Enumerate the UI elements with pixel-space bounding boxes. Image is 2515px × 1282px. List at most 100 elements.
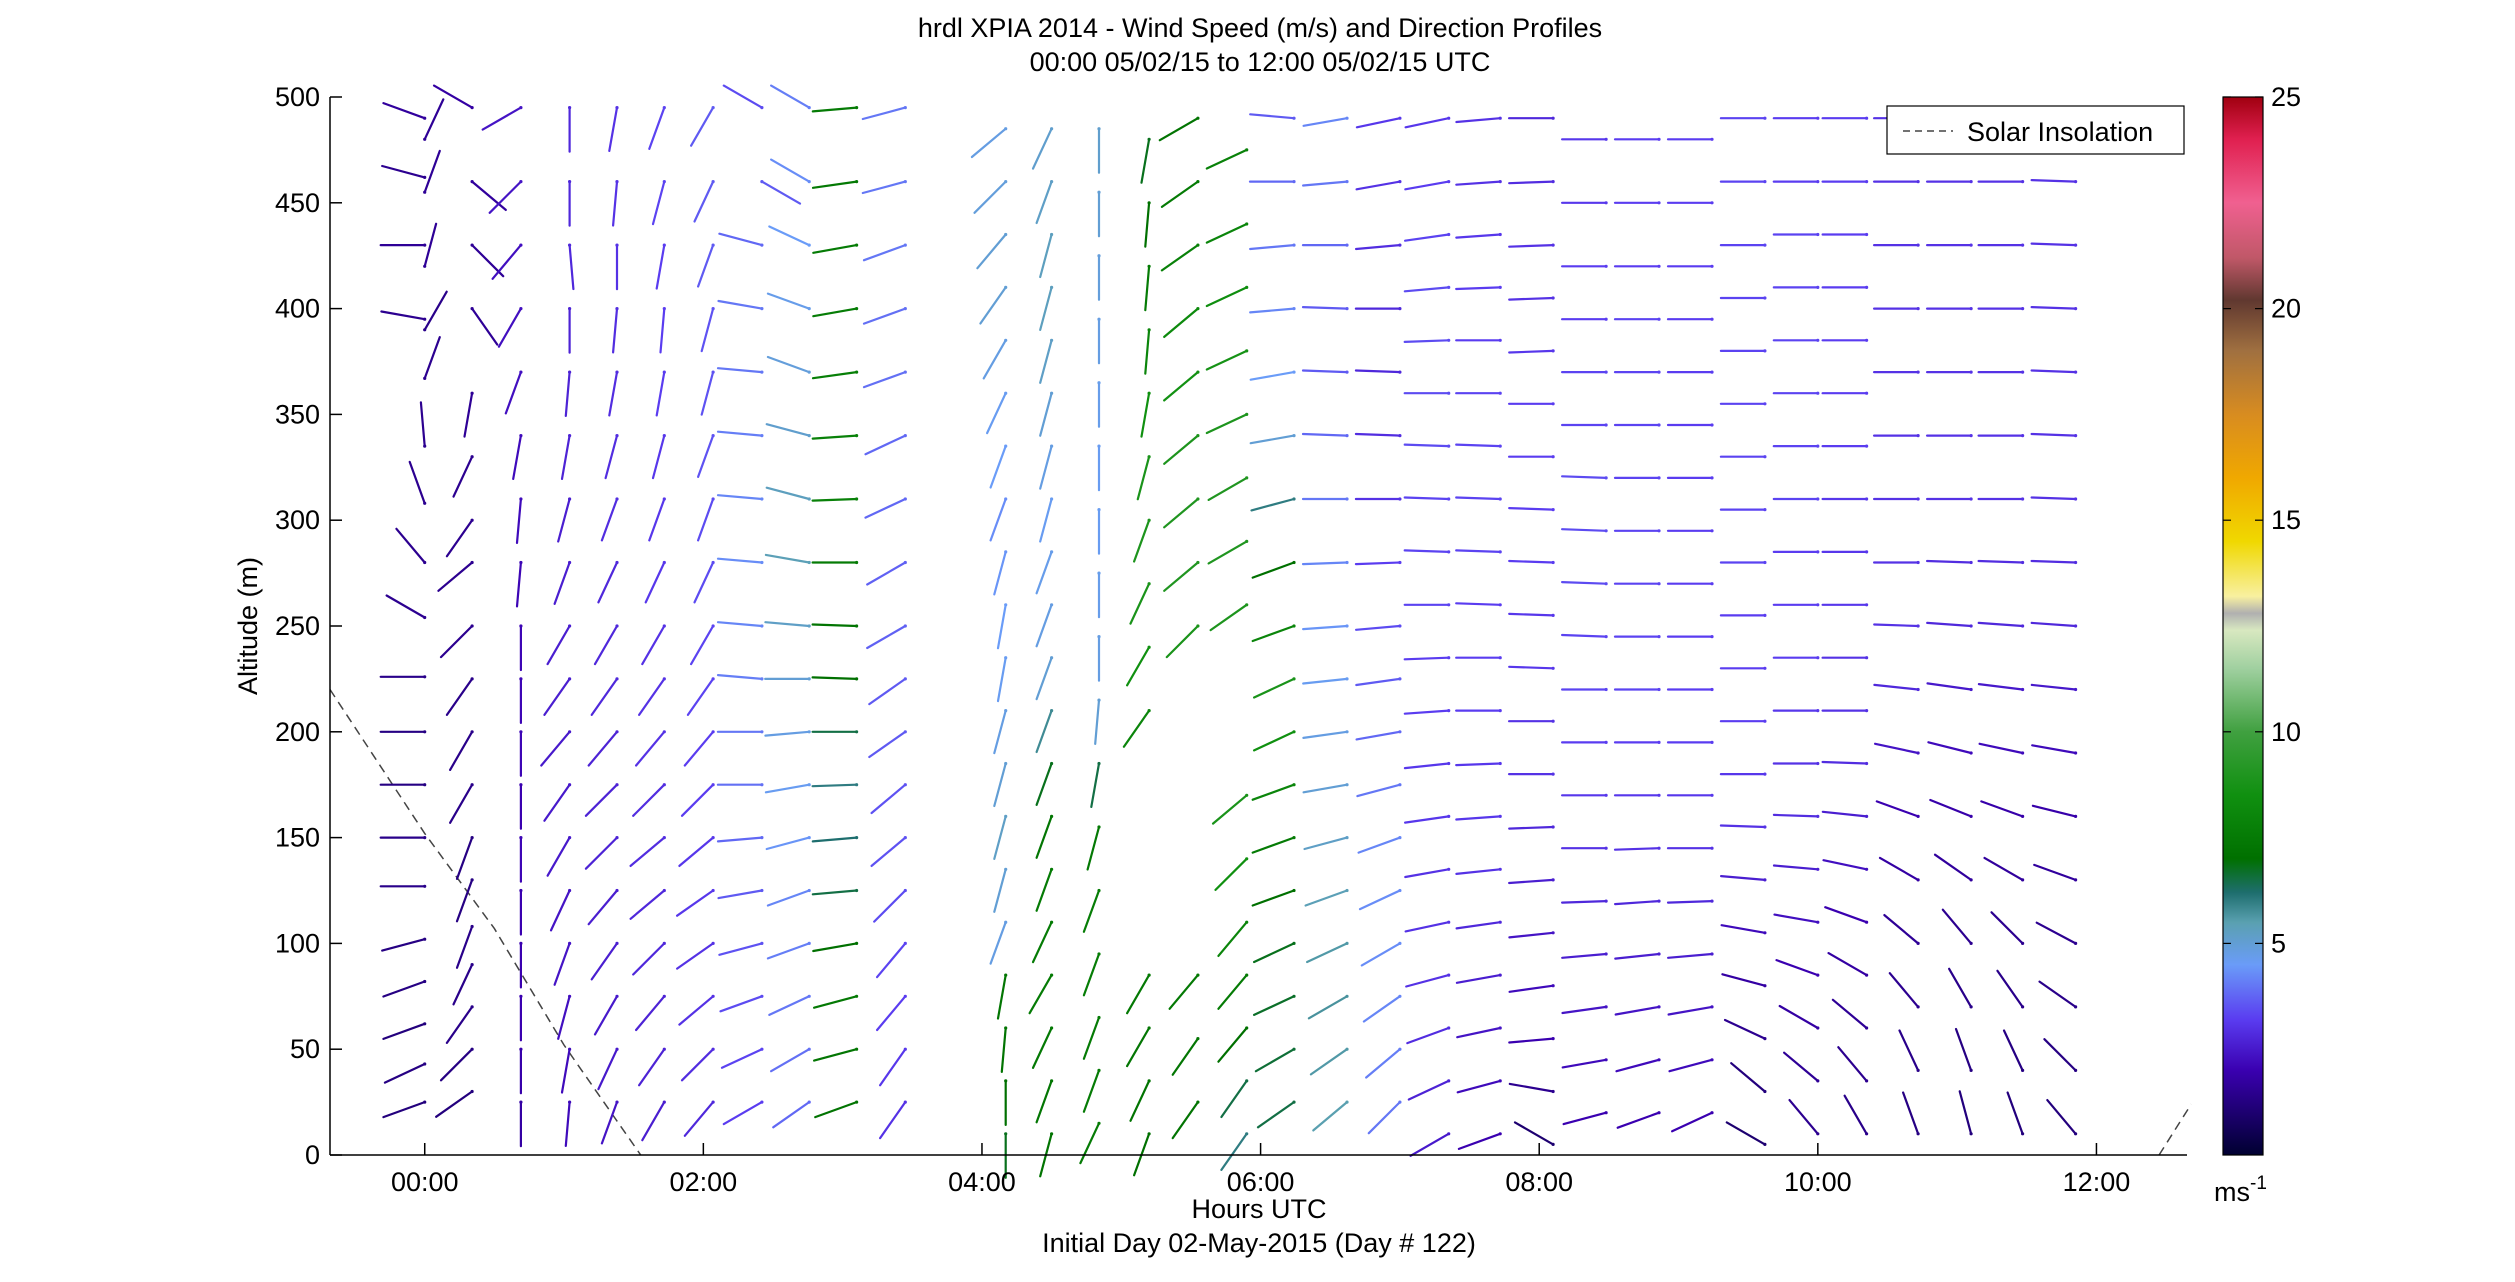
wind-vector [1355,730,1402,741]
wind-vector [696,497,715,542]
wind-vector [1367,1100,1402,1135]
wind-vector [1136,455,1151,501]
wind-vector [1562,1111,1608,1126]
wind-vector-base [1292,730,1296,734]
wind-vector-base [423,560,427,565]
wind-vector [1082,1016,1101,1060]
wind-vector-base [1398,1100,1402,1104]
wind-vector-base [1004,338,1008,342]
wind-vector-base [1292,497,1296,501]
wind-vector [875,942,907,979]
wind-vector-base [1004,285,1008,289]
wind-vector-base [1865,391,1869,395]
wind-vector [1039,286,1053,331]
wind-vector [1560,475,1608,479]
wind-vector-base [1763,613,1767,618]
wind-vector [716,557,764,564]
wind-vector-base [2021,560,2025,565]
wind-vector [1455,973,1502,984]
wind-vector-base [2021,497,2025,501]
wind-vector [423,98,445,141]
wind-vector-base [1969,560,1973,565]
wind-vector [1980,800,2024,818]
solar-insolation-curve [329,689,2192,1156]
wind-vector-base [1147,709,1151,713]
wind-vector [1252,730,1296,752]
wind-vector [864,497,907,519]
wind-vector-base [1816,814,1820,819]
wind-vector [996,973,1007,1020]
wind-vector [600,497,619,542]
wind-vector-base [1447,180,1451,184]
legend-box [1886,105,2185,155]
wind-vector [597,1048,619,1091]
wind-vector-base [1916,1005,1920,1009]
wind-vector-base [760,783,764,787]
wind-vector-base [2021,180,2025,184]
wind-vector [1165,624,1200,659]
wind-vector-base [1050,391,1054,395]
wind-vector-base [1865,867,1869,871]
wind-vector [1220,1132,1248,1172]
wind-vector [812,307,858,318]
wind-vector-base [470,677,474,681]
wind-vector-base [1969,1005,1973,1009]
wind-vector [1144,328,1151,375]
wind-vector [1205,222,1248,244]
wind-vector-base [1657,740,1661,745]
wind-vector [1144,265,1151,312]
wind-vector-base [1865,814,1869,819]
wind-vector-base [1916,180,1920,184]
wind-vector-base [1657,529,1661,533]
wind-vector-base [1969,370,1973,374]
wind-vector [719,995,764,1013]
wind-vector-base [519,677,523,681]
wind-vector [584,783,619,817]
wind-vector-base [1551,560,1555,565]
wind-vector-base [423,979,427,984]
wind-vector [1822,859,1868,871]
wind-vector-base [1551,349,1555,353]
wind-vector-base [1447,920,1451,924]
wind-vector [996,603,1007,650]
wind-vector-base [807,783,811,787]
wind-vector [1788,1098,1819,1135]
wind-vector [439,624,474,659]
wind-vector-base [1447,1132,1451,1136]
wind-vector-base [1969,941,1973,946]
wind-vector [2035,921,2077,945]
wind-vector-base [711,560,715,565]
colorbar-tick-label: 15 [2271,505,2301,535]
wind-vector [463,392,474,438]
wind-vector-base [1763,402,1767,406]
wind-vector [1403,762,1450,770]
wind-vector-base [2074,370,2078,374]
wind-vector [423,222,438,268]
wind-vector [1163,561,1200,592]
wind-vector [870,836,907,868]
wind-vector-base [711,941,715,946]
wind-vector [611,180,619,227]
wind-vector-base [1763,243,1767,247]
wind-vector [515,561,523,608]
wind-vector [1614,952,1661,960]
wind-vector [1508,1082,1555,1093]
wind-vector [1456,1079,1502,1094]
wind-vector [1824,906,1868,924]
wind-vector [1873,683,1920,691]
wind-vector [1140,392,1151,438]
wind-vector [445,1005,474,1045]
wind-vector [1898,1029,1920,1072]
wind-vector [1888,972,1920,1009]
wind-vector-base [1345,307,1349,311]
wind-vector-base [615,994,619,998]
wind-vector-base [1097,444,1101,448]
wind-vector [560,434,571,480]
wind-vector-base [615,783,619,787]
wind-vector-base [855,624,859,628]
wind-vector-base [1245,1026,1249,1030]
wind-vector-base [1498,1079,1502,1083]
wind-vector [1560,633,1608,638]
wind-vector-base [1657,1111,1661,1115]
wind-vector [1455,117,1502,124]
